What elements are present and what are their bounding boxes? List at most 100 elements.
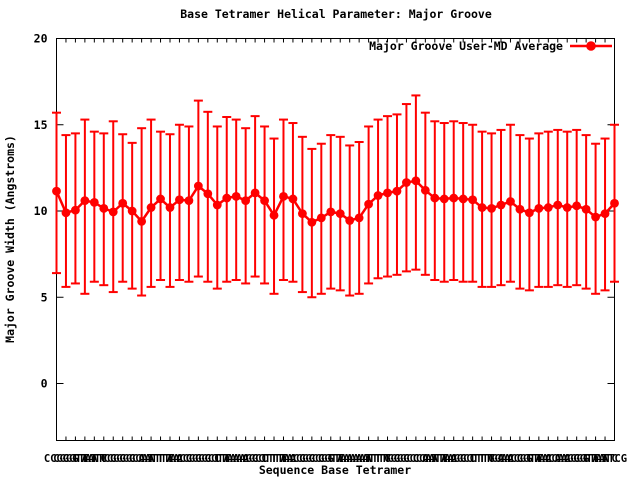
data-series-errorbars: [52, 94, 619, 299]
x-tick-label: TTGA: [479, 453, 505, 465]
x-tick-label: CGGC: [186, 453, 211, 465]
data-point: [71, 205, 80, 215]
plot-frame: [56, 38, 615, 441]
chart-title: Base Tetramer Helical Parameter: Major G…: [180, 7, 492, 21]
x-tick-label: ACGT: [507, 453, 532, 465]
x-tick-label: GGCA: [120, 453, 146, 465]
x-tick-label: CAGG: [555, 453, 580, 465]
y-tick-label: 20: [34, 32, 48, 46]
x-tick-label: AATT: [356, 453, 381, 465]
data-point: [581, 204, 591, 214]
x-tick-label: TAAG: [224, 453, 249, 465]
data-point: [326, 207, 336, 217]
data-point: [515, 204, 525, 214]
x-tick-label: GTAT: [583, 453, 608, 465]
data-point: [449, 193, 459, 203]
data-point: [364, 199, 374, 209]
x-tick-label: GCTT: [252, 453, 277, 465]
x-tick-label: CGCG: [299, 453, 324, 465]
axes-border: [56, 38, 615, 441]
x-tick-label: CCAT: [413, 453, 438, 465]
data-point: [212, 200, 222, 210]
y-tick-label: 10: [34, 204, 48, 218]
data-point: [600, 209, 610, 218]
data-point: [203, 189, 213, 199]
x-tick-label: GCGT: [309, 453, 334, 465]
data-point: [373, 191, 383, 200]
x-tick-label: ACGC: [290, 453, 315, 465]
x-tick-label: AGGT: [564, 453, 589, 465]
x-tick-label: GCTA: [205, 453, 231, 465]
data-point: [610, 198, 619, 208]
data-point: [439, 194, 449, 204]
x-tick-label: CTTA: [261, 453, 287, 465]
data-point: [316, 213, 326, 223]
data-point: [260, 196, 269, 206]
x-tick-label: ATCG: [91, 453, 116, 465]
x-tick-label: CGGT: [53, 453, 78, 465]
x-tick-label: CGTA: [318, 453, 344, 465]
x-tick-label: TACG: [280, 453, 305, 465]
data-point: [534, 204, 544, 213]
x-tick-label: TGGC: [384, 453, 409, 465]
x-tick-label: TATC: [82, 453, 107, 465]
data-point: [420, 185, 430, 195]
data-point: [231, 191, 241, 201]
x-tick-label: ACGG: [176, 453, 201, 465]
data-point: [335, 209, 345, 218]
x-tick-label: GCCA: [403, 453, 429, 465]
data-point: [354, 213, 364, 223]
data-point: [543, 203, 553, 212]
x-tick-label: CGTA: [517, 453, 543, 465]
x-tick-label: ATAG: [432, 453, 457, 465]
x-tick-label: GACG: [498, 453, 523, 465]
data-point: [175, 195, 184, 205]
x-tick-label: TTAC: [157, 453, 182, 465]
x-tick-label: ATTA: [148, 453, 174, 465]
x-tick-label: CCGG: [44, 453, 69, 465]
x-tick-label: TACA: [536, 453, 562, 465]
data-point: [307, 217, 317, 227]
data-point: [383, 188, 392, 198]
data-point: [477, 203, 487, 212]
x-tick-label: AGCT: [242, 453, 267, 465]
data-point: [99, 204, 109, 213]
data-point: [402, 178, 411, 187]
x-tick-label: GTAC: [526, 453, 551, 465]
x-tick-label: TCGG: [101, 453, 126, 465]
data-point: [250, 188, 260, 198]
xtick-labels-overlapping: CCGGCGGTGGTAGTATTATCATCGTCGGCGGCGGCAGCAT…: [44, 453, 627, 465]
x-tick-label: GGCC: [394, 453, 419, 465]
x-tick-label: AAGC: [233, 453, 258, 465]
data-point: [156, 194, 165, 204]
x-tick-label: GGCT: [195, 453, 220, 465]
data-point: [458, 194, 468, 204]
x-tick-label: TTAC: [271, 453, 296, 465]
y-tick-labels: 0 5 10 15 20: [34, 32, 48, 391]
y-axis-label: Major Groove Width (Angstroms): [3, 135, 17, 343]
x-tick-label: TAGC: [441, 453, 466, 465]
x-tick-label: TTGG: [375, 453, 400, 465]
data-point: [591, 212, 600, 222]
x-tick-label: TACG: [167, 453, 192, 465]
data-point: [572, 201, 582, 211]
y-tick-label: 15: [34, 118, 48, 132]
data-point: [345, 216, 355, 225]
x-tick-label: CATT: [138, 453, 163, 465]
y-tick-label: 0: [41, 377, 48, 391]
x-tick-label: TGAC: [488, 453, 513, 465]
data-point: [222, 193, 232, 203]
x-tick-label: GTAA: [328, 453, 354, 465]
x-tick-label: ATTG: [365, 453, 390, 465]
data-point: [411, 176, 421, 186]
data-point: [487, 204, 496, 213]
data-point: [241, 196, 251, 206]
data-point: [146, 203, 156, 212]
x-tick-label: TAAA: [337, 453, 363, 465]
data-point: [430, 193, 440, 203]
data-point: [52, 186, 61, 196]
data-point: [468, 195, 478, 205]
x-tick-label: ACAG: [545, 453, 570, 465]
x-tick-label: AGCT: [451, 453, 476, 465]
